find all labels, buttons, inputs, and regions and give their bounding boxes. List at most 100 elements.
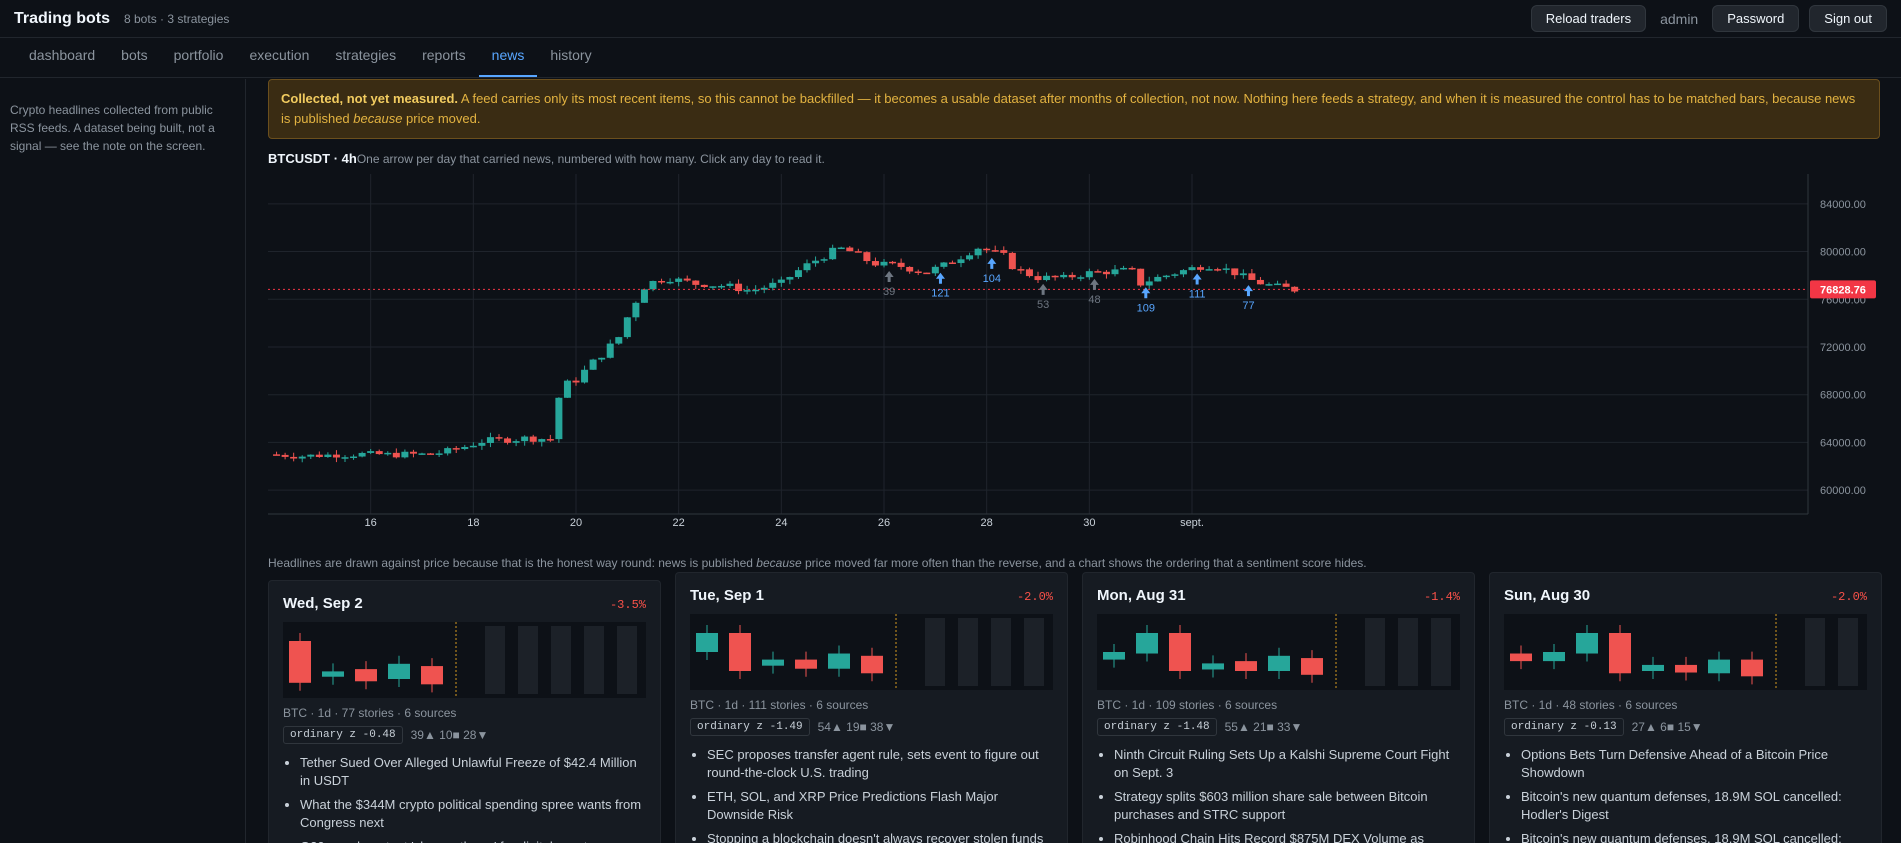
mini-candle-chart	[1097, 614, 1460, 690]
x-tick-label: 26	[878, 517, 890, 529]
main-nav: dashboard bots portfolio execution strategie…	[0, 38, 1901, 78]
news-count-label: 77	[1242, 300, 1254, 312]
news-marker[interactable]: 104	[983, 257, 1001, 285]
news-marker[interactable]: 77	[1242, 285, 1255, 312]
headline-item[interactable]: Ninth Circuit Ruling Sets Up a Kalshi Su…	[1114, 746, 1460, 782]
mini-candle-chart	[1504, 614, 1867, 690]
mini-future-slot	[1365, 618, 1385, 686]
sentiment-votes: 55▲ 21■ 33▼	[1224, 720, 1303, 734]
news-marker[interactable]: 39	[883, 271, 895, 298]
news-count-label: 121	[931, 288, 949, 300]
news-arrow-icon	[1141, 287, 1151, 299]
y-tick-label: 72000.00	[1820, 342, 1866, 354]
news-day-card[interactable]: Sun, Aug 30 -2.0% BTC · 1d · 48 stories …	[1489, 572, 1882, 843]
news-arrow-icon	[1038, 283, 1048, 295]
candle	[871, 261, 879, 266]
nav-tab-history[interactable]: history	[550, 47, 592, 63]
y-tick-label: 68000.00	[1820, 390, 1866, 402]
chart-note-emphasis: because	[756, 556, 802, 570]
mini-candle	[1103, 652, 1125, 660]
card-stats: ordinary z -0.13 27▲ 6■ 15▼	[1504, 718, 1867, 736]
candle	[1102, 271, 1110, 275]
headline-item[interactable]: Tether Sued Over Alleged Unlawful Freeze…	[300, 754, 646, 790]
mini-future-slot	[1431, 618, 1451, 686]
mini-candle	[795, 659, 817, 669]
mini-future-slot	[551, 626, 571, 694]
sentiment-votes: 39▲ 10■ 28▼	[410, 728, 489, 742]
nav-tab-reports[interactable]: reports	[422, 47, 466, 63]
app-subtitle: 8 bots · 3 strategies	[124, 11, 230, 26]
nav-tab-bots[interactable]: bots	[121, 47, 148, 63]
chart-note: Headlines are drawn against price becaus…	[268, 556, 1367, 570]
news-arrow-icon	[1089, 278, 1099, 290]
headline-item[interactable]: G20 members tout 'clear pathway' for dig…	[300, 838, 646, 843]
sidebar: Crypto headlines collected from public R…	[0, 79, 246, 843]
news-day-card[interactable]: Wed, Sep 2 -3.5% BTC · 1d · 77 stories ·…	[268, 580, 661, 843]
candle	[1111, 269, 1119, 275]
nav-tab-news[interactable]: news	[478, 47, 538, 77]
headline-item[interactable]: Stopping a blockchain doesn't always rec…	[707, 830, 1053, 843]
candle	[1008, 252, 1016, 270]
candle	[914, 271, 922, 273]
news-marker[interactable]: 48	[1088, 278, 1101, 306]
news-marker[interactable]: 121	[931, 272, 950, 300]
candle	[521, 436, 529, 442]
candle	[615, 337, 623, 344]
headline-item[interactable]: Robinhood Chain Hits Record $875M DEX Vo…	[1114, 830, 1460, 843]
candle	[726, 283, 734, 286]
candle	[350, 456, 358, 459]
nav-tab-dashboard[interactable]: dashboard	[29, 47, 96, 63]
candle	[1265, 284, 1273, 286]
candle	[1188, 267, 1196, 271]
nav-tab-portfolio[interactable]: portfolio	[173, 47, 224, 63]
news-day-card[interactable]: Mon, Aug 31 -1.4% BTC · 1d · 109 stories…	[1082, 572, 1475, 843]
headline-item[interactable]: What the $344M crypto political spending…	[300, 796, 646, 832]
news-marker[interactable]: 111	[1189, 273, 1206, 300]
headline-item[interactable]: SEC proposes transfer agent rule, sets e…	[707, 746, 1053, 782]
candle	[1000, 250, 1008, 253]
nav-tab-strategies[interactable]: strategies	[335, 47, 397, 63]
price-chart[interactable]: 60000.00 64000.00 68000.00 72000.00 76000.00…	[268, 174, 1880, 529]
candle	[812, 260, 820, 264]
mini-future-slot	[1805, 618, 1825, 686]
headline-item[interactable]: ETH, SOL, and XRP Price Predictions Flas…	[707, 788, 1053, 824]
news-count-label: 39	[883, 286, 895, 298]
mini-candle-chart	[283, 622, 646, 698]
mini-candle	[1675, 664, 1697, 673]
candle	[649, 280, 657, 290]
sentiment-votes: 27▲ 6■ 15▼	[1631, 720, 1703, 734]
candle	[1060, 274, 1068, 278]
mini-candle	[1708, 659, 1730, 674]
news-marker[interactable]: 109	[1137, 287, 1155, 314]
candle	[555, 397, 563, 440]
mini-candle	[1202, 663, 1224, 670]
candle	[452, 448, 460, 450]
headline-item[interactable]: Bitcoin's new quantum defenses, 18.9M SO…	[1521, 788, 1867, 824]
header-actions: Reload traders admin Password Sign out	[1530, 5, 1887, 32]
candle	[1051, 275, 1059, 278]
headline-item[interactable]: Bitcoin's new quantum defenses, 18.9M SO…	[1521, 830, 1867, 843]
x-tick-label: 28	[981, 517, 993, 529]
card-change: -2.0%	[1830, 590, 1867, 604]
reload-traders-button[interactable]: Reload traders	[1530, 5, 1647, 32]
x-tick-label: 18	[467, 517, 479, 529]
candle	[658, 280, 666, 283]
news-marker[interactable]: 53	[1037, 283, 1049, 311]
price-chart-svg[interactable]: 60000.0064000.0068000.0072000.0076000.00…	[268, 174, 1880, 529]
password-button[interactable]: Password	[1712, 5, 1800, 32]
x-tick-label: 16	[365, 517, 377, 529]
candle	[632, 302, 640, 318]
chart-header: BTCUSDT · 4hOne arrow per day that carri…	[268, 151, 1880, 166]
news-day-card[interactable]: Tue, Sep 1 -2.0% BTC · 1d · 111 stories …	[675, 572, 1068, 843]
headline-item[interactable]: Options Bets Turn Defensive Ahead of a B…	[1521, 746, 1867, 782]
banner-emphasis: because	[353, 111, 403, 126]
sign-out-button[interactable]: Sign out	[1809, 5, 1887, 32]
candle	[692, 280, 700, 285]
mini-candle	[1576, 633, 1598, 654]
candle	[897, 262, 905, 267]
candle	[880, 261, 888, 266]
headline-item[interactable]: Strategy splits $603 million share sale …	[1114, 788, 1460, 824]
nav-tab-execution[interactable]: execution	[249, 47, 310, 63]
candle	[1043, 275, 1051, 281]
mini-candle-chart	[690, 614, 1053, 690]
